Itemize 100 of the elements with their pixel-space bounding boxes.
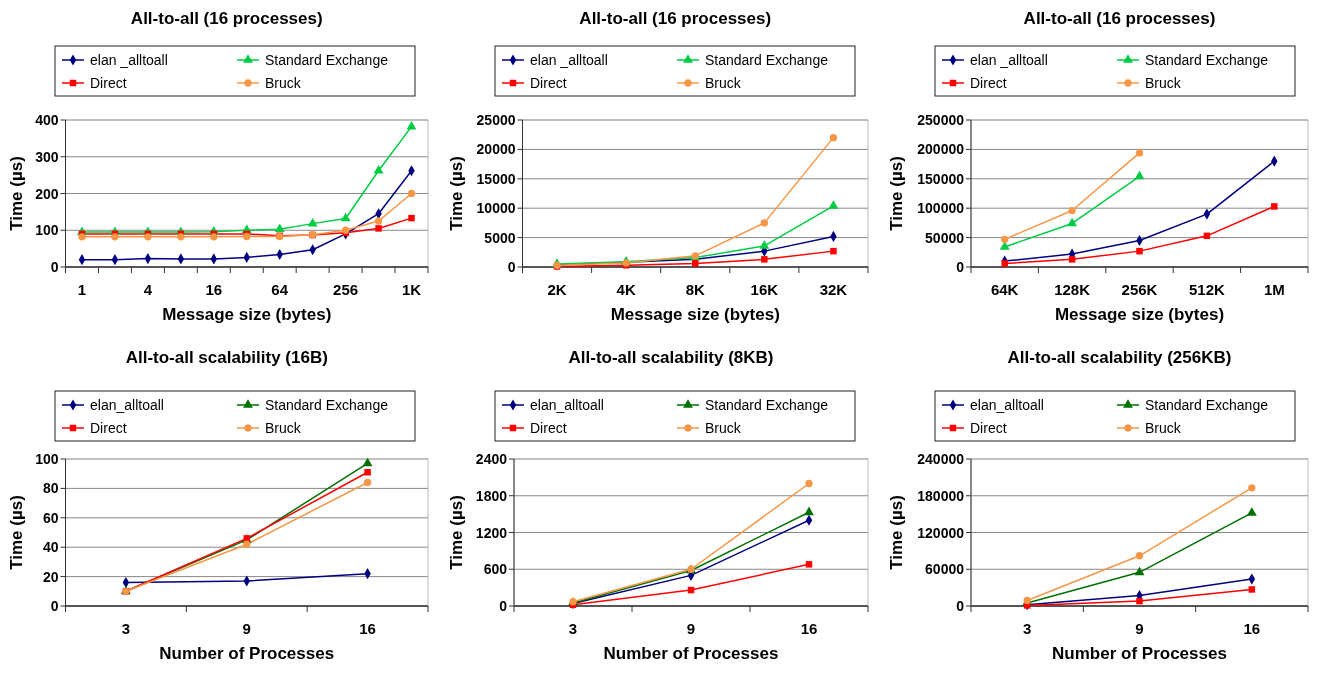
legend-label: elan _alltoall — [90, 52, 168, 68]
y-tick-label: 0 — [956, 259, 965, 275]
legend-label: Standard Exchange — [265, 52, 389, 68]
y-tick-label: 0 — [499, 598, 508, 614]
x-tick-label: 256 — [333, 281, 359, 298]
y-tick-label: 180000 — [917, 487, 965, 504]
legend-label: Bruck — [705, 75, 742, 91]
x-axis-title: Number of Processes — [603, 644, 779, 663]
y-tick-label: 2400 — [475, 451, 508, 467]
legend-label: elan _alltoall — [530, 52, 608, 68]
x-tick-label: 4 — [143, 281, 153, 298]
y-tick-label: 100 — [35, 451, 59, 467]
y-tick-label: 300 — [35, 148, 59, 165]
x-tick-label: 16 — [800, 620, 818, 637]
x-tick-label: 64 — [271, 281, 289, 298]
x-tick-label: 256K — [1121, 281, 1158, 298]
x-tick-label: 3 — [121, 620, 131, 637]
legend-label: elan_alltoall — [970, 397, 1044, 413]
x-tick-label: 3 — [568, 620, 578, 637]
y-axis-title: Time (µs) — [7, 495, 26, 570]
x-tick-label: 16 — [1243, 620, 1261, 637]
y-tick-label: 60 — [42, 509, 59, 526]
y-tick-label: 15000 — [476, 170, 516, 187]
x-tick-label: 3 — [1022, 620, 1032, 637]
y-tick-label: 200 — [35, 185, 59, 202]
x-tick-label: 4K — [616, 281, 636, 298]
y-tick-label: 200000 — [917, 141, 965, 158]
legend-label: elan _alltoall — [970, 52, 1048, 68]
legend-label: Bruck — [265, 420, 302, 436]
legend-label: Standard Exchange — [1145, 52, 1269, 68]
x-tick-label: 9 — [242, 620, 251, 637]
y-tick-label: 250000 — [917, 112, 965, 128]
legend-label: Bruck — [1145, 75, 1182, 91]
legend-label: Direct — [90, 75, 127, 91]
y-tick-label: 40 — [42, 539, 59, 556]
x-tick-label: 9 — [686, 620, 696, 637]
x-axis-title: Message size (bytes) — [162, 305, 332, 324]
x-tick-label: 1K — [401, 281, 422, 298]
legend-label: Bruck — [1145, 420, 1182, 436]
legend-label: elan_alltoall — [90, 397, 164, 413]
x-tick-label: 32K — [819, 281, 848, 298]
x-tick-label: 16 — [359, 620, 376, 637]
x-tick-label: 1 — [77, 281, 87, 298]
y-axis-title: Time (µs) — [887, 495, 906, 570]
y-axis-title: Time (µs) — [447, 495, 466, 570]
x-axis-title: Message size (bytes) — [1054, 305, 1225, 324]
y-tick-label: 100000 — [917, 200, 965, 217]
y-tick-label: 10000 — [476, 200, 516, 217]
chart-title: All-to-all scalability (8KB) — [568, 348, 774, 367]
legend-label: Direct — [530, 75, 567, 91]
legend-label: Standard Exchange — [1145, 397, 1269, 413]
legend-label: Direct — [90, 420, 127, 436]
y-tick-label: 600 — [483, 561, 508, 578]
y-axis-title: Time (µs) — [887, 156, 906, 231]
y-tick-label: 1200 — [475, 524, 508, 541]
x-axis-title: Number of Processes — [159, 644, 335, 663]
x-tick-label: 8K — [685, 281, 705, 298]
chart-title: All-to-all (16 processes) — [130, 9, 323, 28]
legend-label: Direct — [530, 420, 567, 436]
x-tick-label: 1M — [1263, 281, 1285, 298]
legend-label: Bruck — [705, 420, 742, 436]
y-tick-label: 150000 — [917, 170, 965, 187]
legend-label: Standard Exchange — [265, 397, 389, 413]
y-tick-label: 240000 — [917, 451, 965, 467]
y-tick-label: 400 — [35, 112, 59, 128]
x-axis-title: Number of Processes — [1052, 644, 1227, 663]
x-axis-title: Message size (bytes) — [610, 305, 780, 324]
x-tick-label: 16 — [205, 281, 223, 298]
legend-label: Standard Exchange — [705, 52, 829, 68]
legend-label: Direct — [970, 420, 1007, 436]
y-tick-label: 120000 — [917, 524, 965, 541]
x-tick-label: 512K — [1188, 281, 1225, 298]
legend-label: Bruck — [265, 75, 302, 91]
y-tick-label: 0 — [507, 259, 516, 275]
legend-label: Standard Exchange — [705, 397, 829, 413]
x-tick-label: 2K — [547, 281, 567, 298]
x-tick-label: 9 — [1135, 620, 1144, 637]
legend-label: Direct — [970, 75, 1007, 91]
legend-label: elan_alltoall — [530, 397, 604, 413]
y-tick-label: 100 — [35, 222, 59, 239]
chart-title: All-to-all scalability (256KB) — [1007, 348, 1232, 367]
y-tick-label: 5000 — [484, 229, 516, 246]
y-tick-label: 80 — [42, 480, 59, 497]
chart-title: All-to-all (16 processes) — [1023, 9, 1216, 28]
chart-title: All-to-all (16 processes) — [579, 9, 772, 28]
y-axis-title: Time (µs) — [7, 156, 26, 231]
y-tick-label: 25000 — [476, 112, 516, 128]
x-tick-label: 128K — [1054, 281, 1091, 298]
y-tick-label: 0 — [956, 598, 965, 614]
y-tick-label: 0 — [50, 259, 59, 275]
y-tick-label: 1800 — [475, 487, 508, 504]
x-tick-label: 16K — [750, 281, 779, 298]
y-tick-label: 0 — [50, 598, 59, 614]
y-tick-label: 20000 — [476, 141, 516, 158]
y-tick-label: 50000 — [925, 229, 965, 246]
chart-title: All-to-all scalability (16B) — [125, 348, 328, 367]
y-tick-label: 20 — [42, 568, 59, 585]
y-tick-label: 60000 — [925, 561, 965, 578]
y-axis-title: Time (µs) — [447, 156, 466, 231]
x-tick-label: 64K — [990, 281, 1019, 298]
